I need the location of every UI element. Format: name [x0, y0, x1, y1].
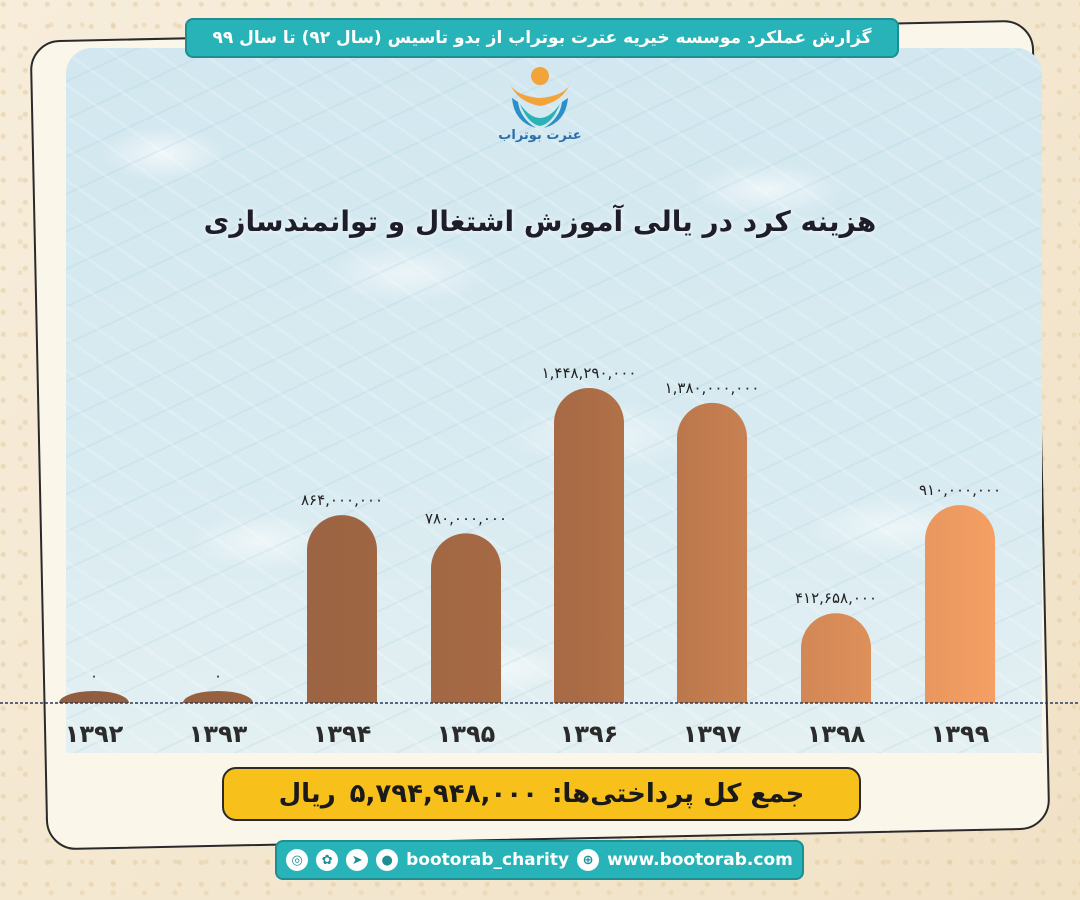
logo-caption: عترت بوتراب: [498, 128, 582, 143]
category-label-6: ۱۳۹۸: [807, 720, 866, 748]
globe-icon: ⊕: [577, 849, 600, 871]
value-label-6: ۴۱۲,۶۵۸,۰۰۰: [795, 589, 877, 607]
value-label-0: ۰: [90, 667, 98, 685]
value-label-4: ۱,۴۴۸,۲۹۰,۰۰۰: [542, 364, 637, 382]
category-label-5: ۱۳۹۷: [683, 720, 742, 748]
bar-7: [925, 505, 995, 703]
value-label-1: ۰: [214, 667, 222, 685]
value-label-2: ۸۶۴,۰۰۰,۰۰۰: [301, 491, 383, 509]
total-unit: ریال: [278, 779, 336, 809]
value-label-5: ۱,۳۸۰,۰۰۰,۰۰۰: [665, 379, 760, 397]
footer-bar: ◎ ✿ ➤ ● bootorab_charity ⊕ www.bootorab.…: [275, 840, 804, 880]
bar-0: [59, 691, 129, 703]
bar-1: [183, 691, 253, 703]
bar-2: [307, 515, 377, 703]
total-payments-box: جمع کل پرداختی‌ها: ۵,۷۹۴,۹۴۸,۰۰۰ ریال: [222, 767, 861, 821]
bar-4: [554, 388, 624, 703]
social-handle[interactable]: bootorab_charity: [406, 850, 570, 870]
bar-3: [431, 533, 501, 703]
category-label-3: ۱۳۹۵: [437, 720, 496, 748]
value-label-7: ۹۱۰,۰۰۰,۰۰۰: [919, 481, 1001, 499]
report-banner: گزارش عملکرد موسسه خیریه عترت بوتراب از …: [185, 18, 899, 58]
bar-5: [677, 402, 747, 703]
aparat-icon[interactable]: ✿: [316, 849, 339, 871]
total-value: ۵,۷۹۴,۹۴۸,۰۰۰: [349, 779, 538, 809]
website-link[interactable]: www.bootorab.com: [607, 850, 793, 870]
category-label-7: ۱۳۹۹: [931, 720, 990, 748]
eitaa-icon[interactable]: ●: [376, 849, 399, 871]
category-label-1: ۱۳۹۳: [189, 720, 248, 748]
category-label-4: ۱۳۹۶: [560, 720, 619, 748]
charity-logo: [510, 67, 570, 128]
instagram-icon[interactable]: ◎: [286, 849, 309, 871]
category-label-0: ۱۳۹۲: [65, 720, 124, 748]
telegram-icon[interactable]: ➤: [346, 849, 369, 871]
category-label-2: ۱۳۹۴: [313, 720, 372, 748]
value-label-3: ۷۸۰,۰۰۰,۰۰۰: [425, 509, 507, 527]
total-label: جمع کل پرداختی‌ها:: [552, 779, 805, 809]
report-banner-text: گزارش عملکرد موسسه خیریه عترت بوتراب از …: [212, 28, 872, 48]
bar-6: [801, 613, 871, 703]
water-backdrop: [66, 48, 1042, 753]
chart-title: هزینه کرد در یالی آموزش اشتغال و توانمند…: [203, 205, 877, 238]
